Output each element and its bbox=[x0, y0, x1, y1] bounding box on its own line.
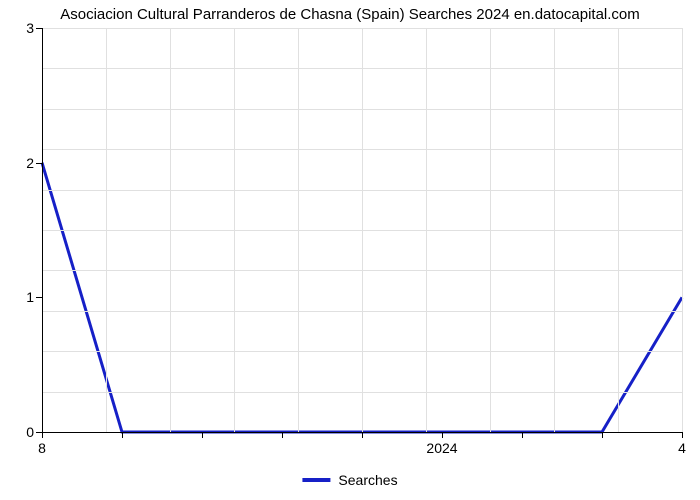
y-tick-label: 1 bbox=[26, 289, 34, 305]
y-tick-mark bbox=[36, 28, 42, 29]
plot-area: 0123820244 bbox=[42, 28, 682, 432]
x-tick-label: 4 bbox=[678, 440, 686, 456]
y-tick-label: 2 bbox=[26, 155, 34, 171]
legend-label: Searches bbox=[338, 472, 397, 488]
y-tick-mark bbox=[36, 163, 42, 164]
y-tick-mark bbox=[36, 297, 42, 298]
legend: Searches bbox=[302, 472, 397, 488]
grid-line-horizontal bbox=[42, 230, 682, 231]
grid-line-horizontal bbox=[42, 149, 682, 150]
x-tick-mark bbox=[42, 432, 43, 438]
x-tick-mark bbox=[282, 432, 283, 438]
grid-line-vertical bbox=[682, 28, 683, 432]
grid-line-horizontal bbox=[42, 270, 682, 271]
x-tick-label: 8 bbox=[38, 440, 46, 456]
x-tick-mark bbox=[362, 432, 363, 438]
grid-line-horizontal bbox=[42, 28, 682, 29]
legend-swatch bbox=[302, 478, 330, 482]
chart-container: Asociacion Cultural Parranderos de Chasn… bbox=[0, 0, 700, 500]
x-tick-mark bbox=[682, 432, 683, 438]
x-tick-mark bbox=[602, 432, 603, 438]
y-tick-label: 3 bbox=[26, 20, 34, 36]
grid-line-horizontal bbox=[42, 311, 682, 312]
grid-line-horizontal bbox=[42, 109, 682, 110]
grid-line-horizontal bbox=[42, 392, 682, 393]
x-tick-mark bbox=[122, 432, 123, 438]
chart-title: Asociacion Cultural Parranderos de Chasn… bbox=[0, 6, 700, 23]
grid-line-horizontal bbox=[42, 190, 682, 191]
y-axis-line bbox=[42, 28, 43, 432]
x-tick-mark bbox=[442, 432, 443, 438]
x-tick-mark bbox=[202, 432, 203, 438]
x-tick-mark bbox=[522, 432, 523, 438]
grid-line-horizontal bbox=[42, 68, 682, 69]
x-tick-label: 2024 bbox=[426, 440, 457, 456]
grid-line-horizontal bbox=[42, 351, 682, 352]
y-tick-label: 0 bbox=[26, 424, 34, 440]
